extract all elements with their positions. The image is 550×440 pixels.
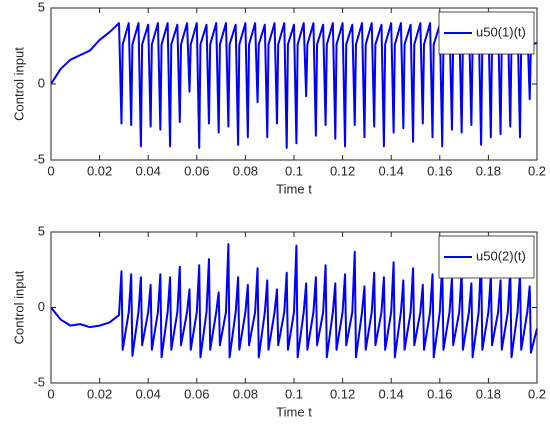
axes-box	[50, 7, 538, 161]
x-tick-label: 0.12	[330, 386, 355, 401]
x-tick-label: 0.06	[184, 163, 209, 178]
y-axis-label: Control input	[11, 270, 26, 344]
x-tick-label: 0.06	[184, 386, 209, 401]
x-axis-label: Time t	[276, 181, 312, 196]
legend-label: u50(2)(t)	[476, 248, 526, 263]
y-axis-label: Control input	[11, 47, 26, 121]
y-tick-label: 5	[38, 223, 45, 238]
y-tick-label: 0	[38, 299, 45, 314]
x-tick-label: 0.14	[379, 163, 404, 178]
x-tick-label: 0.14	[379, 386, 404, 401]
x-tick-label: 0.02	[87, 163, 112, 178]
y-tick-label: -5	[33, 374, 45, 389]
line-series	[50, 22, 538, 149]
x-tick-label: 0.12	[330, 163, 355, 178]
legend-label: u50(1)(t)	[476, 24, 526, 39]
x-tick-label: 0.18	[476, 163, 501, 178]
x-tick-label: 0	[47, 386, 54, 401]
y-tick-label: 0	[38, 75, 45, 90]
x-tick-label: 0.2	[528, 163, 546, 178]
y-tick-label: -5	[33, 151, 45, 166]
x-axis-label: Time t	[276, 404, 312, 419]
x-tick-label: 0.02	[87, 386, 112, 401]
x-tick-label: 0.04	[136, 163, 161, 178]
x-tick-label: 0.1	[285, 386, 303, 401]
x-tick-label: 0.1	[285, 163, 303, 178]
line-series	[50, 243, 538, 359]
x-tick-label: 0.18	[476, 386, 501, 401]
x-tick-label: 0.2	[528, 386, 546, 401]
x-tick-label: 0.08	[233, 163, 258, 178]
x-tick-label: 0.16	[427, 163, 452, 178]
x-tick-label: 0.04	[136, 386, 161, 401]
y-tick-label: 5	[38, 0, 45, 14]
x-tick-label: 0.16	[427, 386, 452, 401]
axes-box	[50, 231, 538, 384]
x-tick-label: 0.08	[233, 386, 258, 401]
x-tick-label: 0	[47, 163, 54, 178]
